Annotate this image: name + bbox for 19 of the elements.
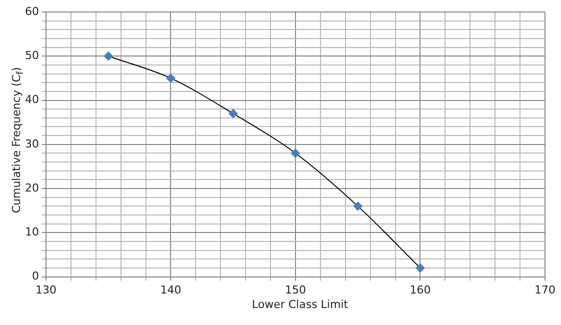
point (416, 263, 425, 272)
y-tick-label: 50 (24, 48, 39, 62)
point (228, 109, 238, 118)
point (104, 52, 113, 61)
point (291, 148, 300, 158)
x-tick-label: 150 (285, 283, 306, 296)
y-tick-label: 30 (24, 137, 39, 150)
x-tick-label: 170 (534, 283, 556, 296)
x-tick-label: 140 (160, 283, 182, 296)
y-tick-label: 0 (32, 270, 39, 283)
y-tick-label: 40 (24, 93, 39, 106)
y-tick-label: 10 (24, 226, 39, 239)
x-axis-title: Lower Class Limit (250, 298, 350, 311)
x-tick-label: 130 (35, 283, 56, 296)
point (353, 202, 362, 211)
y-tick-label: 60 (24, 4, 39, 18)
x-tick-label: 160 (410, 283, 431, 296)
y-tick-label: 20 (24, 181, 39, 194)
point (166, 74, 176, 83)
